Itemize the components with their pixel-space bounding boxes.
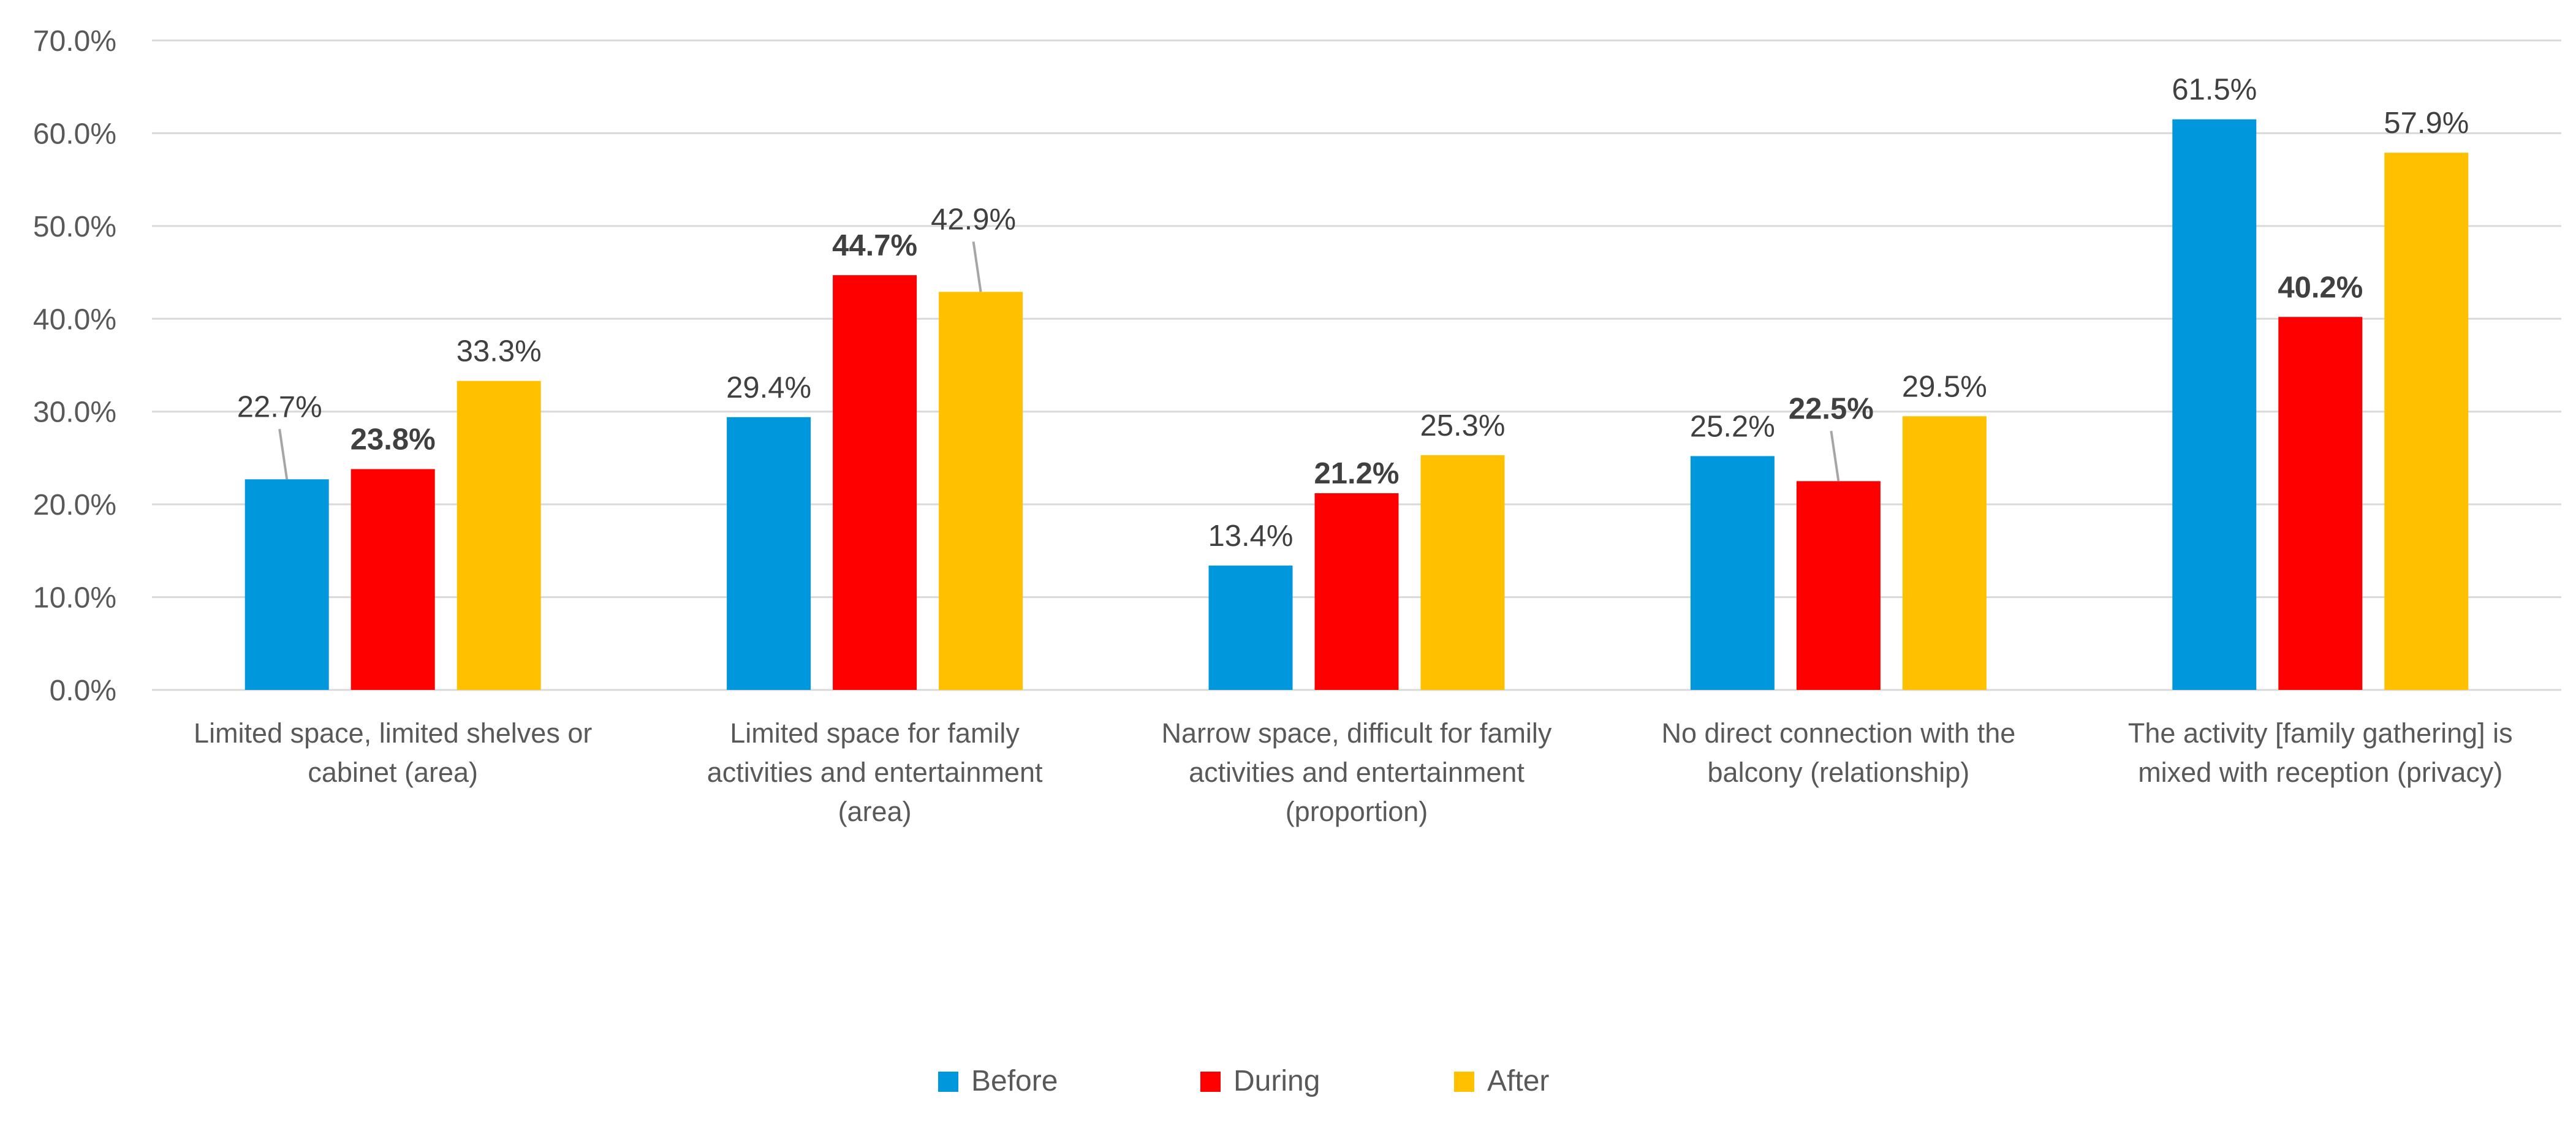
data-label: 44.7% — [832, 229, 917, 262]
bar-before — [244, 479, 329, 690]
category-label: No direct connection with the balcony (re… — [1661, 717, 2015, 788]
leader-line — [278, 428, 289, 480]
data-label: 23.8% — [350, 423, 436, 456]
category-label: Narrow space, difficult for family activi… — [1162, 717, 1552, 827]
leader-line — [1830, 430, 1840, 482]
leader-line — [972, 241, 982, 292]
data-label: 22.5% — [1789, 392, 1874, 425]
y-tick-label: 40.0% — [33, 303, 116, 336]
y-tick-label: 50.0% — [33, 211, 116, 243]
bar-after — [1902, 416, 1987, 690]
legend-label: Before — [971, 1065, 1058, 1097]
bar-before — [2172, 119, 2257, 690]
bar-after — [2384, 153, 2469, 690]
x-axis: Limited space, limited shelves or cabinet… — [194, 717, 2513, 827]
y-tick-label: 30.0% — [33, 396, 116, 429]
data-labels: 22.7% 23.8% 33.3% 29.4% 44.7% 42.9% 13.4% 21.2%… — [237, 74, 2469, 553]
category-label: The activity [family gathering] is mixed … — [2128, 717, 2513, 788]
data-label: 61.5% — [2172, 74, 2257, 107]
bar-during — [833, 275, 917, 691]
data-label: 33.3% — [456, 335, 542, 368]
y-tick-label: 60.0% — [33, 118, 116, 150]
legend-label: During — [1233, 1065, 1320, 1097]
data-label: 25.3% — [1420, 409, 1506, 442]
y-tick-label: 10.0% — [33, 582, 116, 615]
category-label: Limited space for family activities and e… — [707, 717, 1043, 827]
legend-label: After — [1487, 1065, 1549, 1097]
bar-after — [1420, 455, 1505, 690]
y-tick-label: 70.0% — [33, 25, 116, 58]
bar-during — [1314, 493, 1399, 690]
legend-swatch-after — [1454, 1072, 1474, 1092]
data-label: 42.9% — [931, 203, 1016, 236]
category-label: Limited space, limited shelves or cabinet… — [194, 717, 592, 788]
y-axis: 0.0% 10.0% 20.0% 30.0% 40.0% 50.0% 60.0% 70.0% — [33, 25, 116, 707]
bar-after — [456, 380, 541, 690]
data-label: 29.4% — [726, 371, 811, 404]
bar-after — [939, 292, 1023, 690]
bar-during — [350, 469, 435, 690]
data-label: 40.2% — [2278, 271, 2363, 304]
bar-during — [2278, 317, 2363, 690]
bar-during — [1796, 481, 1881, 690]
bars — [244, 119, 2469, 691]
data-label: 57.9% — [2384, 107, 2469, 140]
bar-before — [727, 417, 811, 690]
y-tick-label: 0.0% — [50, 675, 116, 707]
data-label: 13.4% — [1208, 520, 1294, 553]
data-label: 22.7% — [237, 390, 322, 423]
legend-swatch-during — [1200, 1072, 1221, 1092]
data-label: 29.5% — [1902, 370, 1987, 403]
legend-swatch-before — [938, 1072, 958, 1092]
bar-before — [1208, 566, 1293, 690]
y-tick-label: 20.0% — [33, 489, 116, 521]
bar-before — [1690, 456, 1775, 690]
legend: Before During After — [938, 1065, 1549, 1097]
data-label: 21.2% — [1314, 457, 1400, 490]
data-label: 25.2% — [1690, 410, 1775, 443]
